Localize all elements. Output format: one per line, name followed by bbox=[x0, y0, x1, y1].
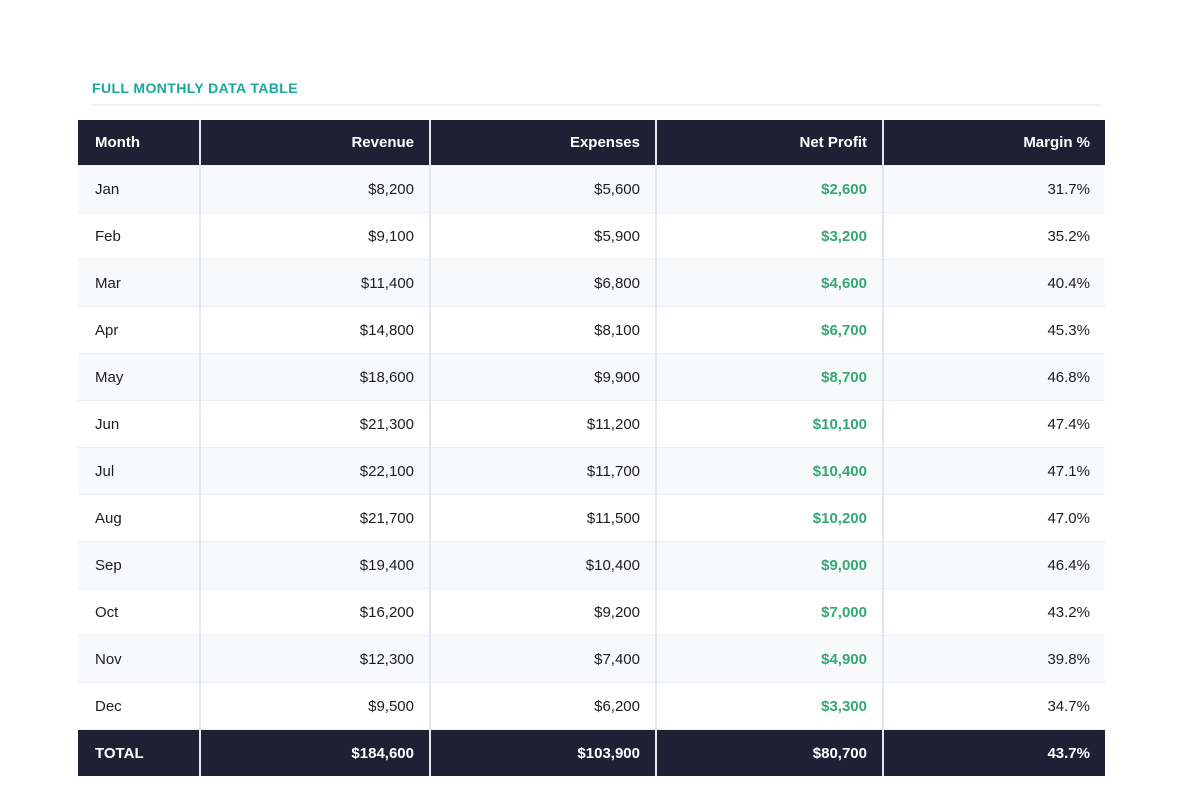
cell-month: Jan bbox=[78, 165, 200, 213]
cell-revenue: $14,800 bbox=[199, 306, 430, 354]
cell-net-profit: $7,000 bbox=[655, 588, 883, 636]
cell-expenses: $5,600 bbox=[429, 165, 656, 213]
table-row: Sep $19,400 $10,400 $9,000 46.4% bbox=[78, 541, 1105, 589]
cell-expenses: $10,400 bbox=[429, 541, 656, 589]
cell-net-profit: $3,300 bbox=[655, 682, 883, 730]
cell-margin: 43.2% bbox=[882, 588, 1105, 636]
table-row: May $18,600 $9,900 $8,700 46.8% bbox=[78, 353, 1105, 401]
cell-month: Dec bbox=[78, 682, 200, 730]
cell-month: Mar bbox=[78, 259, 200, 307]
cell-revenue: $18,600 bbox=[199, 353, 430, 401]
cell-net-profit: $3,200 bbox=[655, 212, 883, 260]
cell-expenses: $5,900 bbox=[429, 212, 656, 260]
total-margin: 43.7% bbox=[882, 729, 1105, 776]
cell-net-profit: $10,400 bbox=[655, 447, 883, 495]
table-row: Mar $11,400 $6,800 $4,600 40.4% bbox=[78, 259, 1105, 307]
cell-net-profit: $10,100 bbox=[655, 400, 883, 448]
cell-margin: 47.1% bbox=[882, 447, 1105, 495]
table-header: Month Revenue Expenses Net Profit Margin % bbox=[78, 120, 1105, 166]
table-row: Dec $9,500 $6,200 $3,300 34.7% bbox=[78, 682, 1105, 730]
total-net-profit: $80,700 bbox=[655, 729, 883, 776]
table-header-row: Month Revenue Expenses Net Profit Margin % bbox=[78, 120, 1105, 166]
cell-month: May bbox=[78, 353, 200, 401]
cell-month: Feb bbox=[78, 212, 200, 260]
section-title: FULL MONTHLY DATA TABLE bbox=[92, 80, 298, 96]
cell-revenue: $22,100 bbox=[199, 447, 430, 495]
cell-month: Sep bbox=[78, 541, 200, 589]
cell-expenses: $9,900 bbox=[429, 353, 656, 401]
table-total-row: TOTAL $184,600 $103,900 $80,700 43.7% bbox=[78, 729, 1105, 776]
cell-net-profit: $6,700 bbox=[655, 306, 883, 354]
total-revenue: $184,600 bbox=[199, 729, 430, 776]
table-row: Nov $12,300 $7,400 $4,900 39.8% bbox=[78, 635, 1105, 683]
monthly-data-table: Month Revenue Expenses Net Profit Margin % J… bbox=[78, 120, 1105, 776]
cell-expenses: $11,500 bbox=[429, 494, 656, 542]
column-header-expenses: Expenses bbox=[429, 120, 656, 166]
table-footer: TOTAL $184,600 $103,900 $80,700 43.7% bbox=[78, 729, 1105, 776]
cell-net-profit: $2,600 bbox=[655, 165, 883, 213]
column-header-margin: Margin % bbox=[882, 120, 1105, 166]
table-body: Jan $8,200 $5,600 $2,600 31.7% Feb $9,100 $5,90… bbox=[78, 165, 1105, 730]
cell-revenue: $9,500 bbox=[199, 682, 430, 730]
cell-expenses: $6,200 bbox=[429, 682, 656, 730]
cell-margin: 47.0% bbox=[882, 494, 1105, 542]
table-row: Jun $21,300 $11,200 $10,100 47.4% bbox=[78, 400, 1105, 448]
cell-margin: 35.2% bbox=[882, 212, 1105, 260]
column-header-month: Month bbox=[78, 120, 200, 166]
cell-revenue: $11,400 bbox=[199, 259, 430, 307]
cell-revenue: $19,400 bbox=[199, 541, 430, 589]
table-row: Aug $21,700 $11,500 $10,200 47.0% bbox=[78, 494, 1105, 542]
cell-revenue: $9,100 bbox=[199, 212, 430, 260]
cell-net-profit: $4,600 bbox=[655, 259, 883, 307]
cell-margin: 45.3% bbox=[882, 306, 1105, 354]
cell-net-profit: $9,000 bbox=[655, 541, 883, 589]
cell-expenses: $7,400 bbox=[429, 635, 656, 683]
table-row: Jul $22,100 $11,700 $10,400 47.1% bbox=[78, 447, 1105, 495]
cell-expenses: $6,800 bbox=[429, 259, 656, 307]
cell-month: Jun bbox=[78, 400, 200, 448]
table-row: Apr $14,800 $8,100 $6,700 45.3% bbox=[78, 306, 1105, 354]
cell-revenue: $12,300 bbox=[199, 635, 430, 683]
total-expenses: $103,900 bbox=[429, 729, 656, 776]
table-row: Oct $16,200 $9,200 $7,000 43.2% bbox=[78, 588, 1105, 636]
cell-expenses: $8,100 bbox=[429, 306, 656, 354]
cell-margin: 31.7% bbox=[882, 165, 1105, 213]
title-divider bbox=[92, 104, 1101, 106]
cell-margin: 34.7% bbox=[882, 682, 1105, 730]
cell-expenses: $9,200 bbox=[429, 588, 656, 636]
cell-month: Jul bbox=[78, 447, 200, 495]
cell-margin: 47.4% bbox=[882, 400, 1105, 448]
cell-expenses: $11,200 bbox=[429, 400, 656, 448]
cell-revenue: $16,200 bbox=[199, 588, 430, 636]
cell-expenses: $11,700 bbox=[429, 447, 656, 495]
cell-margin: 46.8% bbox=[882, 353, 1105, 401]
column-header-revenue: Revenue bbox=[199, 120, 430, 166]
cell-net-profit: $8,700 bbox=[655, 353, 883, 401]
table-row: Feb $9,100 $5,900 $3,200 35.2% bbox=[78, 212, 1105, 260]
cell-margin: 39.8% bbox=[882, 635, 1105, 683]
cell-net-profit: $4,900 bbox=[655, 635, 883, 683]
cell-month: Apr bbox=[78, 306, 200, 354]
total-month: TOTAL bbox=[78, 729, 200, 776]
cell-margin: 46.4% bbox=[882, 541, 1105, 589]
cell-net-profit: $10,200 bbox=[655, 494, 883, 542]
cell-month: Oct bbox=[78, 588, 200, 636]
cell-revenue: $21,700 bbox=[199, 494, 430, 542]
cell-month: Aug bbox=[78, 494, 200, 542]
cell-revenue: $8,200 bbox=[199, 165, 430, 213]
cell-revenue: $21,300 bbox=[199, 400, 430, 448]
cell-month: Nov bbox=[78, 635, 200, 683]
column-header-net-profit: Net Profit bbox=[655, 120, 883, 166]
table-row: Jan $8,200 $5,600 $2,600 31.7% bbox=[78, 165, 1105, 213]
cell-margin: 40.4% bbox=[882, 259, 1105, 307]
